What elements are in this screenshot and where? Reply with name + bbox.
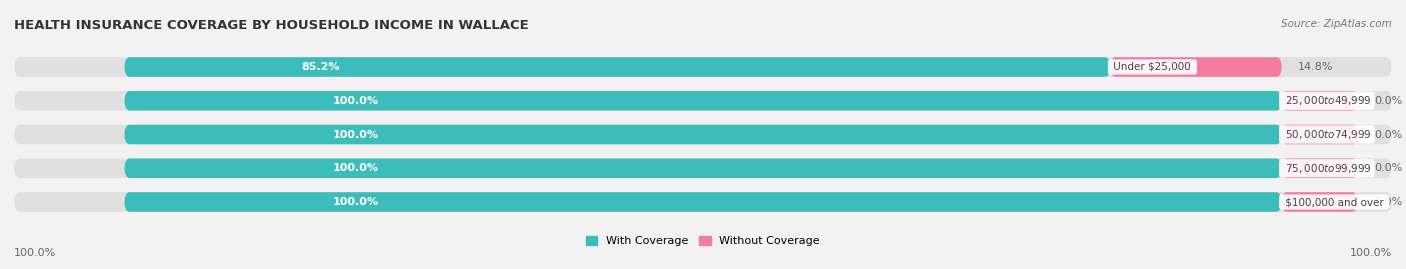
FancyBboxPatch shape — [14, 91, 1392, 111]
FancyBboxPatch shape — [1282, 192, 1358, 212]
FancyBboxPatch shape — [124, 192, 1282, 212]
FancyBboxPatch shape — [124, 158, 1282, 178]
Text: HEALTH INSURANCE COVERAGE BY HOUSEHOLD INCOME IN WALLACE: HEALTH INSURANCE COVERAGE BY HOUSEHOLD I… — [14, 19, 529, 32]
FancyBboxPatch shape — [14, 125, 1392, 144]
Text: $100,000 and over: $100,000 and over — [1282, 197, 1386, 207]
Text: 85.2%: 85.2% — [302, 62, 340, 72]
Text: 100.0%: 100.0% — [333, 129, 378, 140]
Text: 0.0%: 0.0% — [1374, 163, 1402, 173]
Legend: With Coverage, Without Coverage: With Coverage, Without Coverage — [586, 236, 820, 246]
Text: $75,000 to $99,999: $75,000 to $99,999 — [1282, 162, 1372, 175]
FancyBboxPatch shape — [1111, 57, 1282, 77]
Text: Under $25,000: Under $25,000 — [1111, 62, 1195, 72]
Text: 0.0%: 0.0% — [1374, 129, 1402, 140]
Text: Source: ZipAtlas.com: Source: ZipAtlas.com — [1281, 19, 1392, 29]
FancyBboxPatch shape — [14, 158, 1392, 178]
FancyBboxPatch shape — [14, 192, 1392, 212]
FancyBboxPatch shape — [1282, 91, 1358, 111]
Text: 14.8%: 14.8% — [1298, 62, 1334, 72]
FancyBboxPatch shape — [1282, 158, 1358, 178]
FancyBboxPatch shape — [124, 91, 1282, 111]
Text: $25,000 to $49,999: $25,000 to $49,999 — [1282, 94, 1372, 107]
FancyBboxPatch shape — [124, 125, 1282, 144]
Text: $50,000 to $74,999: $50,000 to $74,999 — [1282, 128, 1372, 141]
Text: 100.0%: 100.0% — [333, 197, 378, 207]
Text: 100.0%: 100.0% — [14, 248, 56, 258]
Text: 100.0%: 100.0% — [1350, 248, 1392, 258]
FancyBboxPatch shape — [124, 57, 1111, 77]
Text: 100.0%: 100.0% — [333, 163, 378, 173]
Text: 0.0%: 0.0% — [1374, 197, 1402, 207]
FancyBboxPatch shape — [1282, 125, 1358, 144]
Text: 0.0%: 0.0% — [1374, 96, 1402, 106]
FancyBboxPatch shape — [14, 57, 1392, 77]
Text: 100.0%: 100.0% — [333, 96, 378, 106]
